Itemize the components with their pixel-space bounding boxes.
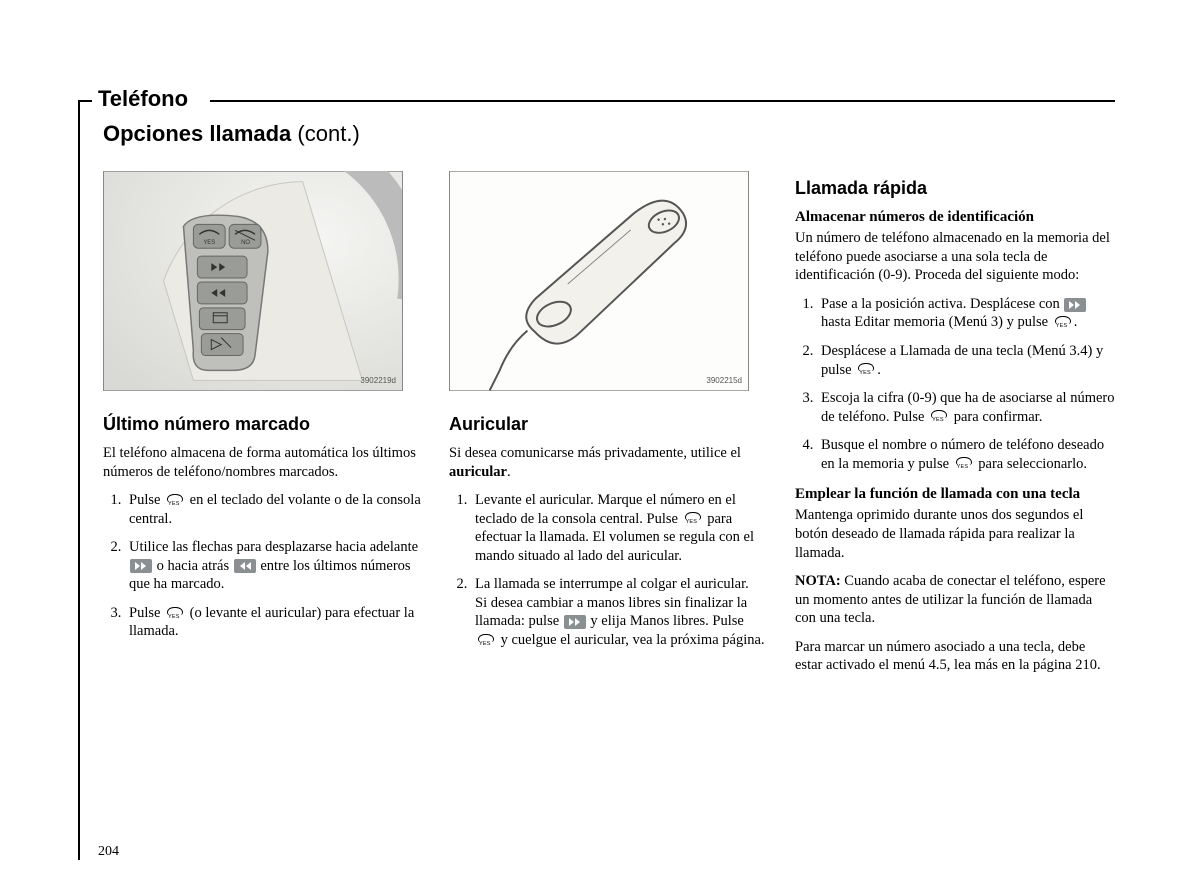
col3-sub1: Almacenar números de identificación	[795, 208, 1115, 227]
yes-icon	[476, 634, 496, 648]
column-middle: 3902215d Auricular Si desea comunicarse …	[449, 161, 769, 685]
col3-sub2: Emplear la función de llamada con una te…	[795, 485, 1115, 504]
yes-icon	[683, 512, 703, 526]
yes-icon	[165, 494, 185, 508]
col1-intro: El teléfono almacena de forma automática…	[103, 444, 423, 481]
forward-icon	[564, 615, 586, 629]
figure-steering-keypad: YES NO 3902219d	[103, 171, 403, 391]
col2-heading: Auricular	[449, 413, 769, 436]
col1-heading: Último número marcado	[103, 413, 423, 436]
yes-icon	[954, 457, 974, 471]
col1-steps: Pulse en el teclado del volante o de la …	[103, 491, 423, 641]
page-number: 204	[98, 844, 119, 860]
yes-icon	[929, 410, 949, 424]
steering-keypad-illustration: YES NO	[104, 171, 402, 391]
yes-icon	[1053, 316, 1073, 330]
column-left: YES NO 3902219d	[103, 161, 423, 685]
col3-step2: Desplácese a Llamada de una tecla (Menú …	[817, 342, 1115, 379]
col3-step4: Busque el nombre o número de teléfono de…	[817, 436, 1115, 473]
col2-step1: Levante el auricular. Marque el número e…	[471, 491, 769, 565]
figure-mid-label: 3902215d	[706, 376, 742, 386]
subtitle-main: Opciones llamada	[103, 121, 291, 146]
column-right: Llamada rápida Almacenar números de iden…	[795, 171, 1115, 685]
col1-step1: Pulse en el teclado del volante o de la …	[125, 491, 423, 528]
col3-p3: Para marcar un número asociado a una tec…	[795, 638, 1115, 675]
col3-nota: NOTA: Cuando acaba de conectar el teléfo…	[795, 572, 1115, 628]
col3-steps: Pase a la posición activa. Desplácese co…	[795, 295, 1115, 473]
figure-left-label: 3902219d	[360, 376, 396, 386]
subtitle-cont: (cont.)	[297, 121, 359, 146]
back-icon	[234, 559, 256, 573]
col3-intro: Un número de teléfono almacenado en la m…	[795, 229, 1115, 285]
col3-p2: Mantenga oprimido durante unos dos segun…	[795, 506, 1115, 562]
col2-steps: Levante el auricular. Marque el número e…	[449, 491, 769, 649]
svg-text:YES: YES	[203, 240, 215, 246]
svg-text:NO: NO	[241, 240, 250, 246]
section-left-rule	[78, 100, 80, 860]
page-content: Opciones llamada (cont.)	[85, 85, 1115, 685]
yes-icon	[856, 363, 876, 377]
figure-handset: 3902215d	[449, 171, 749, 391]
col3-heading: Llamada rápida	[795, 177, 1115, 200]
page-subtitle: Opciones llamada (cont.)	[103, 121, 1115, 147]
col1-step2: Utilice las flechas para desplazarse hac…	[125, 538, 423, 594]
col2-step2: La llamada se interrumpe al colgar el au…	[471, 575, 769, 649]
col1-step3: Pulse (o levante el auricular) para efec…	[125, 604, 423, 641]
handset-illustration	[450, 171, 748, 391]
columns: YES NO 3902219d	[103, 161, 1115, 685]
col2-intro: Si desea comunicarse más privadamente, u…	[449, 444, 769, 481]
forward-icon	[130, 559, 152, 573]
col3-step1: Pase a la posición activa. Desplácese co…	[817, 295, 1115, 332]
forward-icon	[1064, 298, 1086, 312]
yes-icon	[165, 607, 185, 621]
col3-step3: Escoja la cifra (0-9) que ha de asociars…	[817, 389, 1115, 426]
